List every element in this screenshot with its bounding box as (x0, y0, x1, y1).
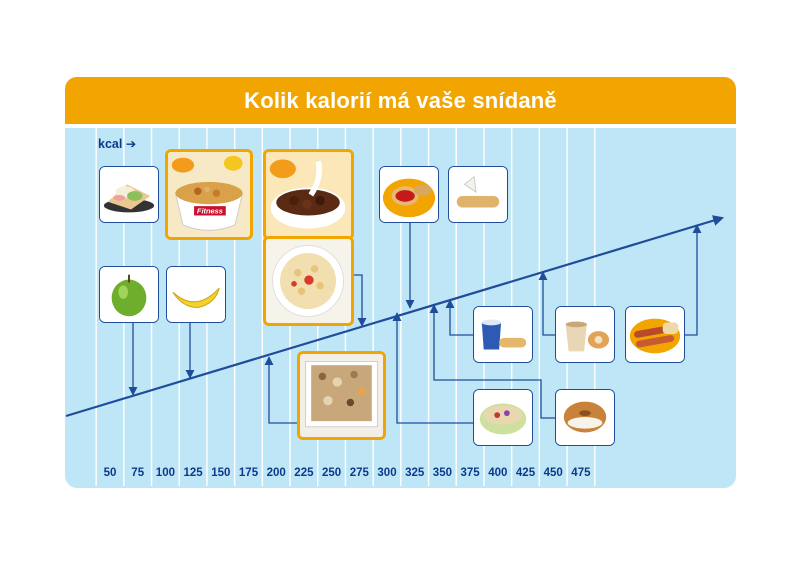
x-axis-tick-labels: 50 75 100 125 150 175 200 225 250 275 300 325 350 375… (104, 467, 591, 479)
connector-sausages (685, 224, 702, 336)
x-tick-label: 375 (461, 467, 481, 479)
x-tick-label: 175 (239, 467, 259, 479)
x-tick-label: 200 (267, 467, 286, 479)
connector-yogurt (445, 299, 473, 336)
x-tick-label: 475 (571, 467, 591, 479)
x-tick-label: 300 (377, 467, 396, 479)
chart-title: Kolik kalorií má vaše snídaně (65, 77, 736, 124)
baguette-cheese-image (448, 166, 508, 223)
chocolate-cereal-image (263, 149, 354, 240)
x-tick-label: 125 (184, 467, 204, 479)
x-tick-label: 425 (516, 467, 536, 479)
x-tick-label: 450 (544, 467, 563, 479)
axis-unit-label: kcal ➔ (98, 137, 137, 151)
x-tick-label: 250 (322, 467, 341, 479)
bread-roll-with-jam-image (379, 166, 439, 223)
svg-text:Fitness: Fitness (197, 207, 223, 216)
muesli-image (297, 351, 386, 440)
x-tick-label: 150 (211, 467, 230, 479)
bagel-image (555, 389, 615, 446)
connector-cereal (351, 274, 367, 327)
banana-image (166, 266, 226, 323)
x-tick-label: 325 (405, 467, 425, 479)
yogurt-roll-image (473, 306, 533, 363)
x-tick-label: 100 (156, 467, 175, 479)
x-tick-label: 275 (350, 467, 370, 479)
x-tick-label: 75 (131, 467, 144, 479)
trend-arrow (65, 215, 725, 418)
coffee-pastry-image (555, 306, 615, 363)
header-divider (65, 124, 736, 128)
connector-coffee (538, 271, 555, 336)
sausages-bread-image (625, 306, 685, 363)
connectors (128, 222, 702, 424)
x-tick-label: 50 (104, 467, 117, 479)
connector-muesli (264, 356, 298, 424)
fitness-cereal-image: Fitness (165, 149, 253, 240)
connector-porridge (392, 312, 473, 424)
x-tick-label: 400 (488, 467, 507, 479)
connector-bagel (429, 304, 555, 419)
apple-image (99, 266, 159, 323)
x-tick-label: 350 (433, 467, 452, 479)
porridge-image (473, 389, 533, 446)
fruit-cereal-image (263, 236, 354, 326)
x-tick-label: 225 (294, 467, 314, 479)
sandwich-image (99, 166, 159, 223)
